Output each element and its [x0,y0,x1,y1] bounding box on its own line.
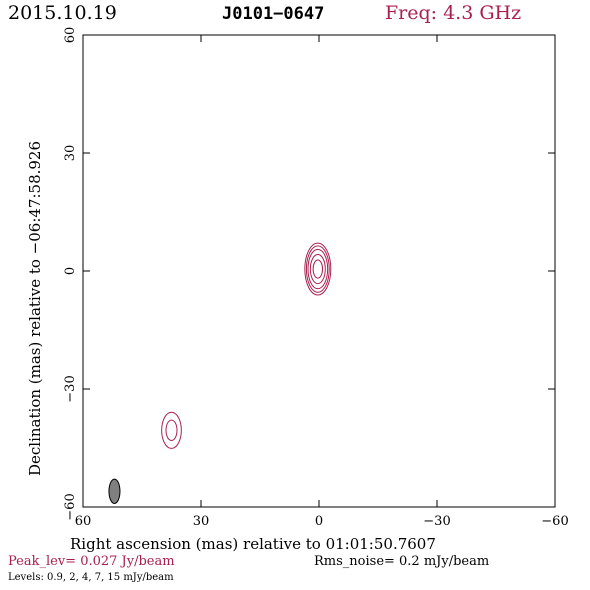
rms-noise: Rms_noise= 0.2 mJy/beam [314,554,490,569]
x-tick-label: 0 [315,514,323,529]
contour-jet [161,411,182,449]
y-tick-label: −60 [63,493,78,520]
x-tick-label: 30 [193,514,210,529]
frequency-label: Freq: 4.3 GHz [385,2,522,24]
y-axis-label: Declination (mas) relative to −06:47:58.… [26,141,44,476]
y-tick-label: −30 [63,375,78,402]
contour-core [307,248,329,290]
y-tick-label: 30 [63,145,78,162]
beam-ellipse [108,478,121,504]
peak-level: Peak_lev= 0.027 Jy/beam [8,554,175,569]
axis-ticks: 60 30 0 −30 −60 −60 −30 0 30 60 [63,27,569,529]
contour-core [309,253,326,285]
x-tick-label: 60 [75,514,92,529]
contour-core [304,242,332,296]
contour-jet [165,419,178,442]
epoch-date: 2015.10.19 [8,2,117,24]
contour-lines [161,242,332,449]
x-axis-label: Right ascension (mas) relative to 01:01:… [70,535,436,553]
beam-ellipse-group [108,478,121,504]
contour-core [305,245,330,293]
x-tick-label: −60 [541,514,568,529]
source-name: J0101−0647 [222,4,325,24]
x-tick-label: −30 [423,514,450,529]
y-tick-label: 60 [63,27,78,44]
contour-core [312,259,324,279]
contour-levels: Levels: 0.9, 2, 4, 7, 15 mJy/beam [8,572,174,583]
plot-frame [82,34,556,508]
y-tick-label: 0 [63,267,78,275]
